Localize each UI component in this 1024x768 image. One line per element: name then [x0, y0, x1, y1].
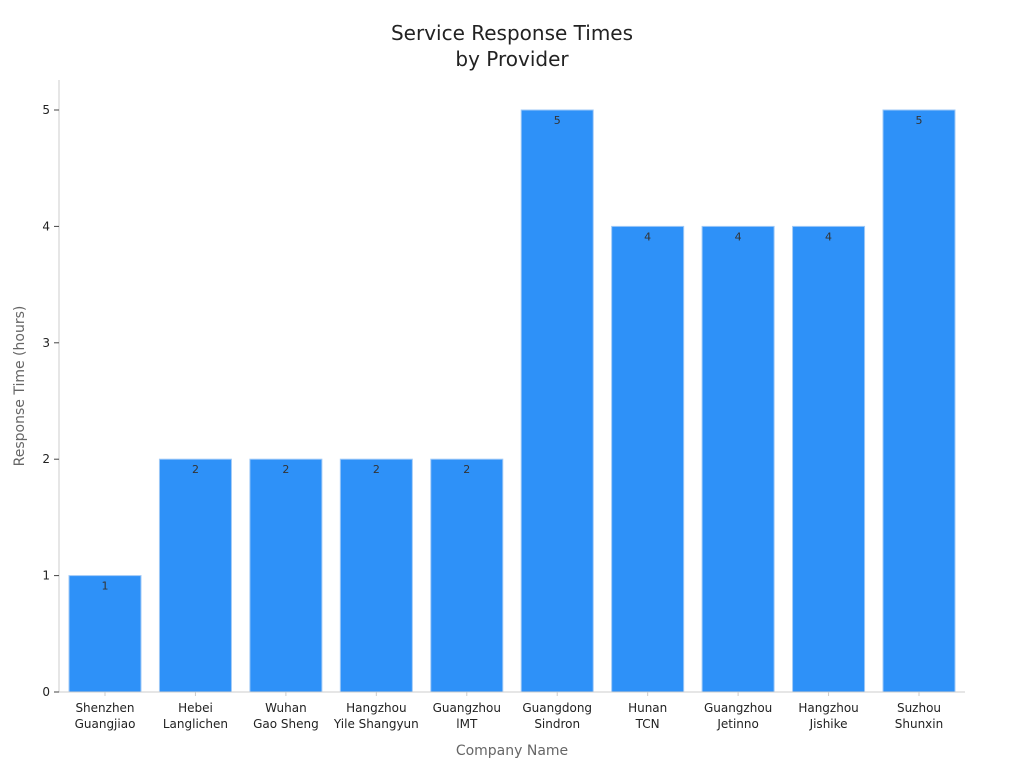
y-tick-label: 5 — [42, 103, 50, 117]
y-tick-label: 1 — [42, 569, 50, 583]
x-tick-label-line: Guangzhou — [433, 701, 501, 715]
x-tick-label-line: Wuhan — [265, 701, 307, 715]
x-tick-label-line: Yile Shangyun — [333, 717, 419, 731]
bar-data-label: 2 — [373, 463, 380, 476]
bar-data-label: 2 — [192, 463, 199, 476]
bar — [339, 458, 413, 693]
x-tick-label-line: Jishike — [809, 717, 848, 731]
y-tick-label: 2 — [42, 452, 50, 466]
bar — [430, 458, 504, 693]
x-tick-label-line: Jetinno — [716, 717, 759, 731]
x-tick-label-line: Gao Sheng — [253, 717, 319, 731]
bar-data-label: 5 — [554, 114, 561, 127]
bar-data-label: 2 — [463, 463, 470, 476]
x-tick-label-line: Shenzhen — [75, 701, 134, 715]
x-axis-ticks: Shenzhen Guangjiao Hebei Langlichen Wuhan Gao… — [75, 692, 943, 731]
x-tick-label-line: Guangjiao — [75, 717, 136, 731]
y-axis-ticks: 0 1 2 3 4 5 — [42, 103, 59, 699]
x-tick-label-line: Guangdong — [522, 701, 592, 715]
x-tick-label-line: Hangzhou — [346, 701, 406, 715]
bar — [882, 109, 956, 693]
chart-title: Service Response Times by Provider — [391, 21, 633, 71]
x-tick-label-line: TCN — [635, 717, 660, 731]
bar-data-label: 2 — [282, 463, 289, 476]
y-tick-label: 0 — [42, 685, 50, 699]
chart-title-line-2: by Provider — [455, 47, 569, 71]
bar-data-label: 4 — [644, 230, 651, 243]
x-axis-label: Company Name — [456, 743, 568, 759]
x-tick-label-line: Suzhou — [897, 701, 941, 715]
bar-data-label: 4 — [735, 230, 742, 243]
bar — [701, 225, 775, 693]
x-tick-label-line: Langlichen — [163, 717, 228, 731]
bar — [68, 575, 142, 693]
x-tick-label-line: Shunxin — [895, 717, 943, 731]
plot-area: 1 2 2 2 2 5 4 4 4 5 — [68, 109, 956, 693]
x-tick-label-line: Hunan — [628, 701, 667, 715]
y-tick-label: 3 — [42, 336, 50, 350]
bar — [158, 458, 232, 693]
bar-data-label: 4 — [825, 230, 832, 243]
chart-title-line-1: Service Response Times — [391, 21, 633, 45]
x-tick-label-line: Sindron — [534, 717, 580, 731]
bar-data-label: 1 — [102, 580, 109, 593]
bar — [792, 225, 866, 693]
x-tick-label-line: Hangzhou — [798, 701, 858, 715]
bar — [520, 109, 594, 693]
bar — [611, 225, 685, 693]
x-tick-label-line: lMT — [456, 717, 478, 731]
y-tick-label: 4 — [42, 219, 50, 233]
x-tick-label-line: Guangzhou — [704, 701, 772, 715]
bar-data-label: 5 — [916, 114, 923, 127]
y-axis-label: Response Time (hours) — [12, 306, 28, 467]
x-tick-label-line: Hebei — [178, 701, 213, 715]
bar — [249, 458, 323, 693]
